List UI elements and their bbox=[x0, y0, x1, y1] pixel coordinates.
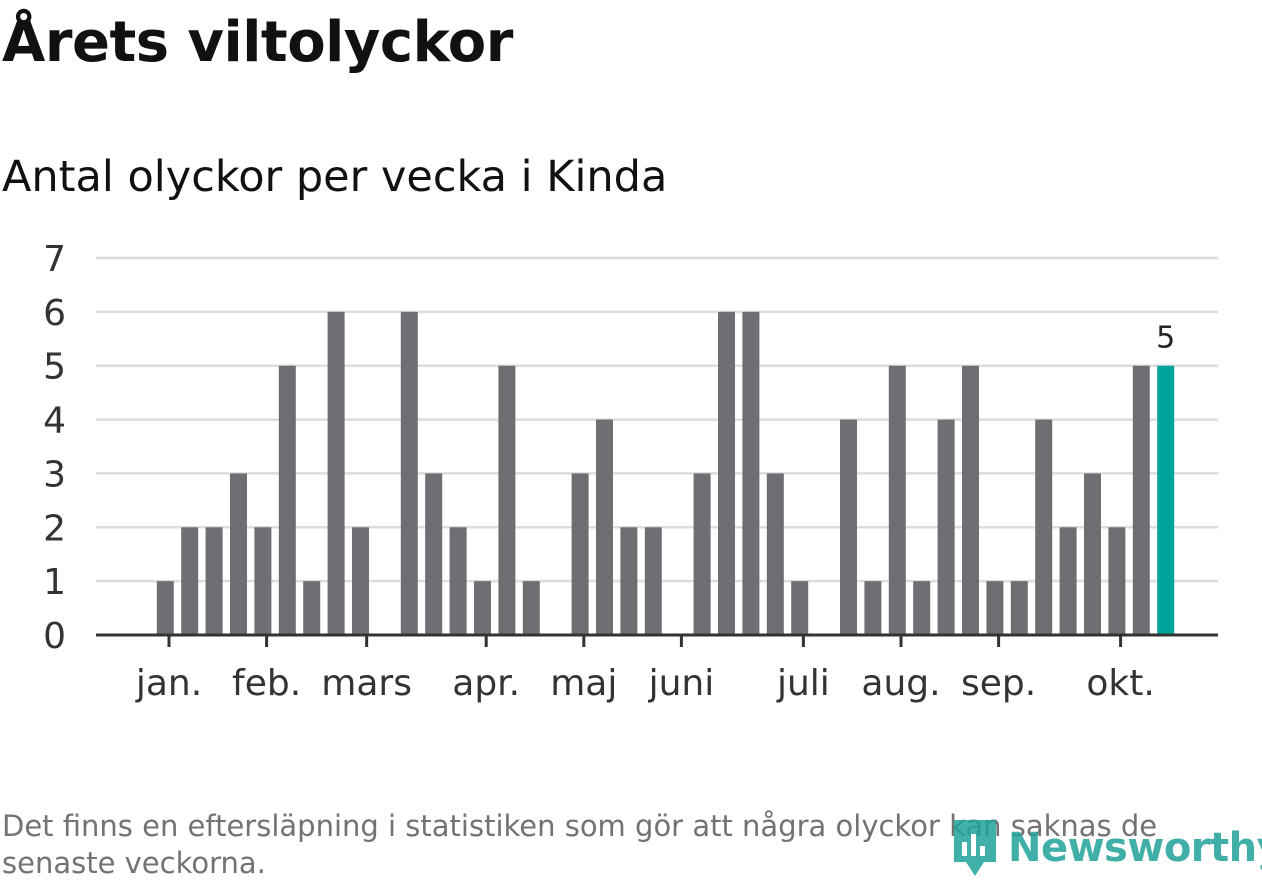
bar-chart: 0 1 2 3 4 5 6 7 jan. feb. mars apr. maj juni juli aug.… bbox=[43, 239, 1218, 704]
bar bbox=[522, 581, 540, 635]
y-tick-label: 6 bbox=[43, 293, 66, 334]
newsworthy-logo: Newsworthy bbox=[950, 816, 1262, 880]
x-tick-label: okt. bbox=[1086, 663, 1154, 704]
data-label-highlight: 5 bbox=[1156, 321, 1175, 356]
y-tick-label: 3 bbox=[43, 454, 66, 495]
y-tick-label: 5 bbox=[43, 347, 66, 388]
bar bbox=[400, 311, 418, 635]
bar bbox=[1084, 473, 1101, 635]
y-tick-label: 0 bbox=[43, 616, 66, 657]
bar bbox=[620, 527, 638, 635]
x-tick-label: juni bbox=[648, 663, 715, 704]
bar bbox=[1035, 419, 1053, 635]
bar bbox=[962, 365, 979, 635]
bar bbox=[1059, 527, 1077, 635]
chart-subtitle: Antal olyckor per vecka i Kinda bbox=[2, 152, 668, 202]
bar bbox=[254, 527, 272, 635]
bar bbox=[303, 581, 321, 635]
chart-title: Årets viltolyckor bbox=[2, 10, 513, 75]
bar-highlight bbox=[1157, 365, 1175, 635]
bar bbox=[596, 419, 613, 635]
x-tick-label: juli bbox=[776, 663, 830, 704]
bar bbox=[864, 581, 882, 635]
logo-text: Newsworthy bbox=[1008, 825, 1262, 871]
bar bbox=[913, 581, 931, 635]
bar bbox=[791, 581, 809, 635]
bar bbox=[1108, 527, 1126, 635]
x-axis-ticks: jan. feb. mars apr. maj juni juli aug. sep. okt. bbox=[135, 635, 1155, 704]
bar bbox=[840, 419, 857, 635]
y-tick-label: 1 bbox=[43, 562, 66, 603]
bar bbox=[156, 581, 174, 635]
bar bbox=[888, 365, 906, 635]
bar bbox=[766, 473, 784, 635]
y-tick-label: 2 bbox=[43, 508, 66, 549]
x-tick-label: apr. bbox=[452, 663, 520, 704]
y-tick-label: 4 bbox=[43, 401, 66, 442]
y-tick-label: 7 bbox=[43, 239, 66, 280]
bar bbox=[181, 527, 199, 635]
x-tick-label: jan. bbox=[135, 663, 202, 704]
bar bbox=[644, 527, 662, 635]
bars bbox=[156, 311, 1175, 635]
bar bbox=[205, 527, 223, 635]
bar bbox=[327, 311, 345, 635]
y-axis-ticks: 0 1 2 3 4 5 6 7 bbox=[43, 239, 66, 657]
x-tick-label: maj bbox=[550, 663, 617, 704]
bar bbox=[693, 473, 711, 635]
x-tick-label: feb. bbox=[232, 663, 301, 704]
bar bbox=[1132, 365, 1150, 635]
bar bbox=[352, 527, 369, 635]
x-tick-label: aug. bbox=[861, 663, 940, 704]
bar bbox=[937, 419, 955, 635]
bar bbox=[742, 311, 760, 635]
bar bbox=[498, 365, 516, 635]
bar bbox=[230, 473, 247, 635]
bar bbox=[474, 581, 491, 635]
data-labels: 5 bbox=[1156, 321, 1175, 356]
x-tick-label: mars bbox=[321, 663, 412, 704]
bar bbox=[449, 527, 467, 635]
x-tick-label: sep. bbox=[961, 663, 1036, 704]
bar bbox=[1010, 581, 1028, 635]
bar bbox=[986, 581, 1004, 635]
bar bbox=[718, 311, 735, 635]
bar bbox=[425, 473, 443, 635]
bar bbox=[571, 473, 589, 635]
bar bbox=[278, 365, 296, 635]
logo-icon bbox=[954, 820, 996, 876]
